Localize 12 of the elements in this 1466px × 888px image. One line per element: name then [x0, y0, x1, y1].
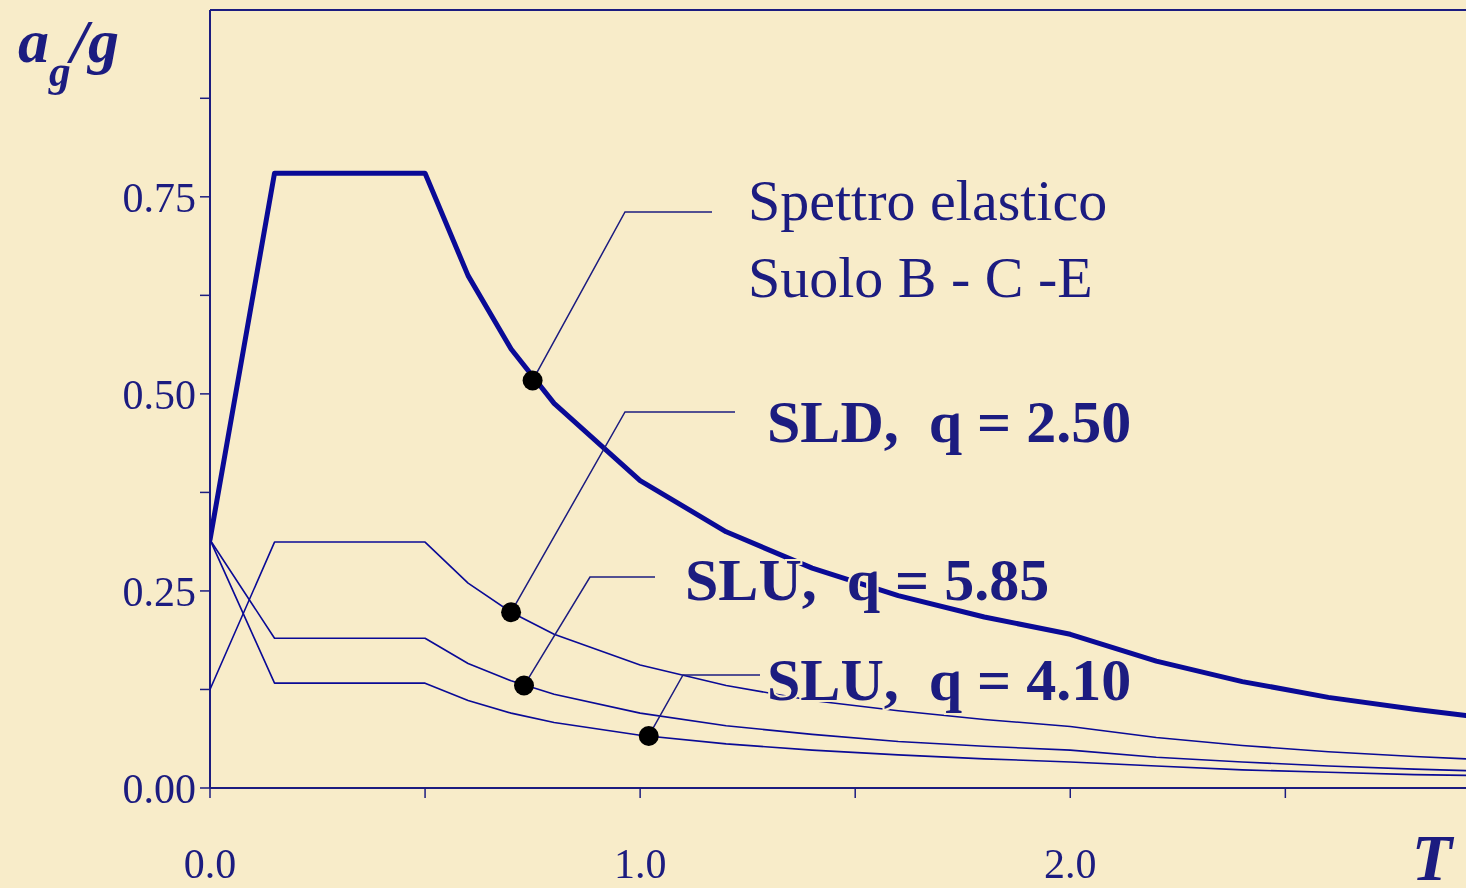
annotation: Spettro elastico Suolo B - C -E [748, 168, 1108, 310]
y-axis-title: a$_{g}$/g [18, 7, 119, 95]
x-axis-title: T [1411, 821, 1455, 888]
y-tick-label: 0.00 [122, 765, 196, 812]
y-tick-label: 0.50 [122, 371, 196, 418]
x-tick-label: 2.0 [1044, 841, 1097, 887]
x-tick-label: 1.0 [613, 841, 667, 887]
annotation: SLD, q = 2.50 [767, 389, 1132, 455]
annotation: SLU, q = 4.10 [767, 647, 1132, 713]
y-tick-label: 0.75 [122, 174, 196, 221]
x-tick-label: 0.0 [183, 841, 237, 887]
y-tick-label: 0.25 [122, 568, 196, 615]
